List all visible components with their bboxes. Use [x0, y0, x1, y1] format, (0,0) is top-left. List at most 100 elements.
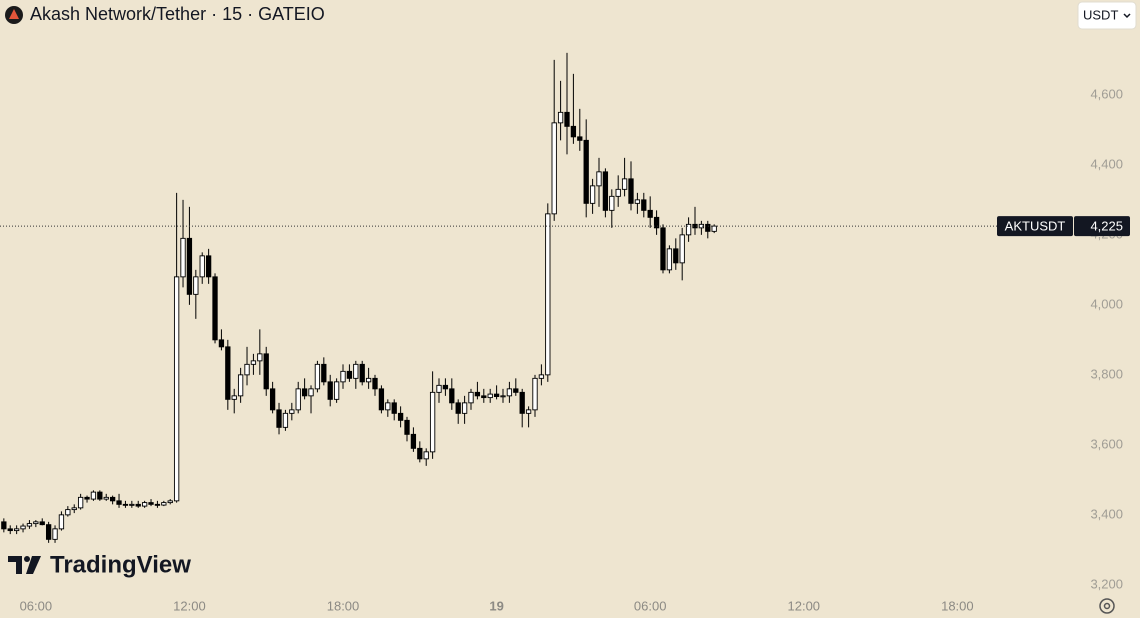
- candle-body: [705, 223, 711, 232]
- candle-body: [173, 276, 180, 502]
- candle-body: [77, 496, 84, 509]
- candle-body: [628, 178, 634, 204]
- candle-body: [333, 381, 340, 400]
- candle-body: [65, 509, 71, 516]
- candle-body: [711, 225, 717, 232]
- candle-body: [26, 523, 33, 527]
- candle-body: [525, 409, 532, 414]
- candle-body: [1, 521, 7, 530]
- candle-body: [33, 521, 39, 525]
- candle-body: [557, 111, 564, 124]
- price-tag: [1074, 216, 1130, 237]
- x-tick-label: 12:00: [788, 598, 821, 613]
- candle-body: [321, 363, 327, 383]
- candle-body: [199, 255, 205, 278]
- dropdown-arrow[interactable]: [1123, 13, 1131, 19]
- candle-body: [602, 171, 609, 211]
- candle-body: [346, 370, 353, 379]
- y-tick-label: 4,600: [1090, 86, 1123, 101]
- candle-body: [353, 363, 359, 379]
- candle-body: [295, 388, 301, 411]
- candle-body: [570, 125, 577, 138]
- candle-body: [455, 402, 461, 414]
- candle-body: [289, 409, 295, 414]
- candle-body: [250, 360, 257, 365]
- currency-button[interactable]: [1077, 1, 1137, 30]
- candle-body: [180, 237, 186, 278]
- candle-body: [90, 491, 97, 500]
- price-tag-label: 4,225: [1090, 219, 1123, 234]
- candle-body: [564, 111, 570, 127]
- candle-body: [596, 171, 602, 187]
- candle-body: [282, 412, 289, 428]
- candle-body: [474, 391, 481, 397]
- candle-body: [634, 199, 641, 204]
- candle-body: [116, 500, 122, 505]
- candle-body: [577, 136, 583, 141]
- settings-icon[interactable]: [1099, 598, 1115, 614]
- candle-body: [621, 178, 628, 190]
- candle-body: [225, 346, 231, 400]
- candle-body: [58, 514, 65, 530]
- candle-body: [141, 502, 148, 507]
- candle-body: [436, 384, 442, 393]
- currency-label[interactable]: USDT: [1083, 7, 1118, 22]
- candle-body: [84, 496, 90, 500]
- candle-body: [397, 412, 404, 421]
- brand-logo: TradingView: [8, 551, 191, 578]
- plot-area: [1, 52, 717, 543]
- y-tick-label: 4,000: [1090, 296, 1123, 311]
- x-tick-label: 18:00: [941, 598, 974, 613]
- candle-body: [641, 199, 647, 211]
- candle-body: [506, 388, 513, 397]
- y-tick-label: 3,400: [1090, 506, 1123, 521]
- candle-body: [148, 502, 154, 505]
- candle-body: [410, 433, 417, 449]
- candle-body: [423, 451, 429, 460]
- x-tick-label: 06:00: [20, 598, 53, 613]
- candle-body: [609, 195, 615, 211]
- candle-body: [340, 370, 346, 383]
- candle-body: [442, 384, 449, 390]
- candle-body: [301, 388, 308, 397]
- candle-body: [231, 395, 237, 400]
- settings-gear[interactable]: [1099, 598, 1115, 614]
- candle-body: [359, 363, 365, 383]
- symbol-title: Akash Network/Tether · 15 · GATEIO: [30, 4, 325, 24]
- candle-body: [551, 122, 557, 215]
- candle-body: [532, 377, 538, 411]
- brand-name: TradingView: [50, 551, 191, 578]
- candle-body: [7, 528, 13, 532]
- candle-body: [237, 374, 244, 397]
- candle-body: [269, 388, 276, 411]
- candle-body: [378, 388, 385, 411]
- settings-gear-center[interactable]: [1103, 602, 1111, 610]
- candle-body: [647, 209, 653, 218]
- candle-body: [52, 528, 58, 540]
- candle-body: [109, 496, 116, 502]
- y-tick-label: 3,800: [1090, 366, 1123, 381]
- candle-body: [71, 507, 77, 511]
- candle-body: [161, 502, 167, 506]
- y-tick-label: 4,400: [1090, 156, 1123, 171]
- candle-body: [103, 496, 109, 500]
- candle-body: [129, 503, 135, 506]
- candle-body: [666, 248, 673, 271]
- candle-body: [314, 363, 321, 390]
- candle-body: [545, 213, 551, 376]
- candle-body: [276, 409, 282, 428]
- candle-body: [372, 377, 378, 390]
- candle-body: [218, 339, 225, 348]
- candle-body: [461, 402, 468, 414]
- candle-body: [391, 402, 397, 414]
- x-tick-label: 19: [489, 598, 503, 613]
- candle-body: [660, 227, 666, 271]
- candle-body: [193, 276, 199, 295]
- candle-body: [308, 388, 314, 397]
- candle-body: [538, 374, 545, 379]
- candle-body: [449, 388, 455, 404]
- candle-body: [493, 393, 500, 398]
- candle-body: [257, 353, 263, 362]
- y-tick-label: 3,600: [1090, 436, 1123, 451]
